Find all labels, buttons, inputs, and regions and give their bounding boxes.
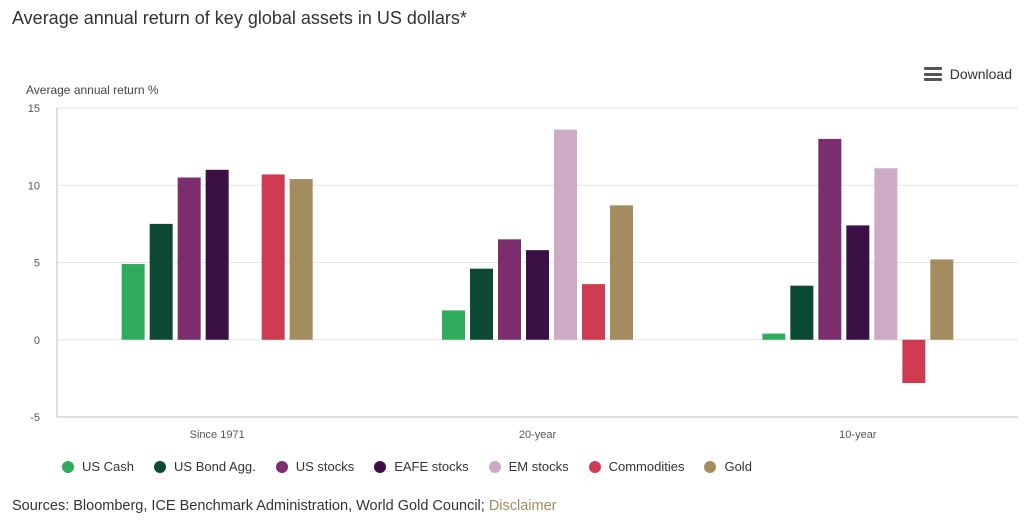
legend-marker bbox=[704, 460, 717, 473]
bar bbox=[149, 223, 173, 340]
bar bbox=[874, 168, 898, 340]
bar bbox=[846, 225, 870, 340]
x-tick-label: 20-year bbox=[519, 429, 557, 441]
legend-item[interactable]: US stocks bbox=[275, 459, 355, 474]
legend-marker bbox=[62, 460, 74, 473]
bar bbox=[526, 250, 549, 340]
bar bbox=[582, 284, 605, 340]
bar bbox=[121, 264, 145, 340]
x-tick-label: Since 1971 bbox=[190, 429, 245, 441]
bar bbox=[902, 339, 926, 384]
chart-title: Average annual return of key global asse… bbox=[12, 8, 467, 28]
disclaimer-link[interactable]: Disclaimer bbox=[488, 498, 557, 514]
y-tick-label: 0 bbox=[34, 335, 40, 347]
bar bbox=[177, 177, 201, 340]
legend-item[interactable]: EM stocks bbox=[488, 459, 569, 474]
sources-note: Sources: Bloomberg, ICE Benchmark Admini… bbox=[12, 498, 557, 514]
x-tick-label: 10-year bbox=[839, 429, 877, 441]
sources-text: Sources: Bloomberg, ICE Benchmark Admini… bbox=[12, 498, 485, 514]
bar bbox=[205, 169, 229, 340]
legend-item[interactable]: EAFE stocks bbox=[374, 459, 469, 474]
legend-marker bbox=[154, 460, 167, 473]
legend-label: US stocks bbox=[295, 459, 355, 474]
legend-label: Gold bbox=[724, 459, 752, 474]
download-label: Download bbox=[949, 66, 1012, 82]
bar bbox=[610, 205, 633, 340]
legend-item[interactable]: Commodities bbox=[588, 459, 685, 474]
legend-item[interactable]: US Cash bbox=[62, 459, 134, 474]
legend-label: EAFE stocks bbox=[394, 459, 469, 474]
bar bbox=[470, 268, 493, 340]
legend-label: US Bond Agg. bbox=[174, 459, 256, 474]
legend-item[interactable]: US Bond Agg. bbox=[154, 459, 256, 474]
y-tick-label: -5 bbox=[30, 412, 40, 424]
menu-icon bbox=[923, 67, 942, 81]
legend-label: Commodities bbox=[608, 459, 685, 474]
bar bbox=[289, 179, 313, 340]
bar bbox=[498, 239, 521, 340]
legend: US Cash US Bond Agg. US stocks EAFE stocks E… bbox=[62, 459, 772, 474]
legend-item[interactable]: Gold bbox=[704, 459, 752, 474]
download-button[interactable]: Download bbox=[923, 66, 1012, 82]
bar bbox=[930, 259, 954, 340]
bar bbox=[818, 138, 842, 340]
legend-marker bbox=[374, 460, 387, 473]
y-tick-label: 10 bbox=[28, 180, 40, 192]
bar bbox=[261, 174, 285, 340]
legend-label: EM stocks bbox=[508, 459, 569, 474]
bar bbox=[554, 129, 577, 340]
legend-marker bbox=[488, 460, 501, 473]
y-tick-label: 15 bbox=[28, 103, 40, 115]
bar bbox=[790, 285, 814, 340]
y-axis-label: Average annual return % bbox=[26, 83, 159, 97]
bar bbox=[442, 310, 465, 340]
y-tick-label: 5 bbox=[34, 258, 40, 270]
legend-marker bbox=[275, 460, 288, 473]
legend-label: US Cash bbox=[82, 459, 135, 474]
legend-marker bbox=[588, 460, 601, 473]
bar bbox=[762, 333, 786, 340]
